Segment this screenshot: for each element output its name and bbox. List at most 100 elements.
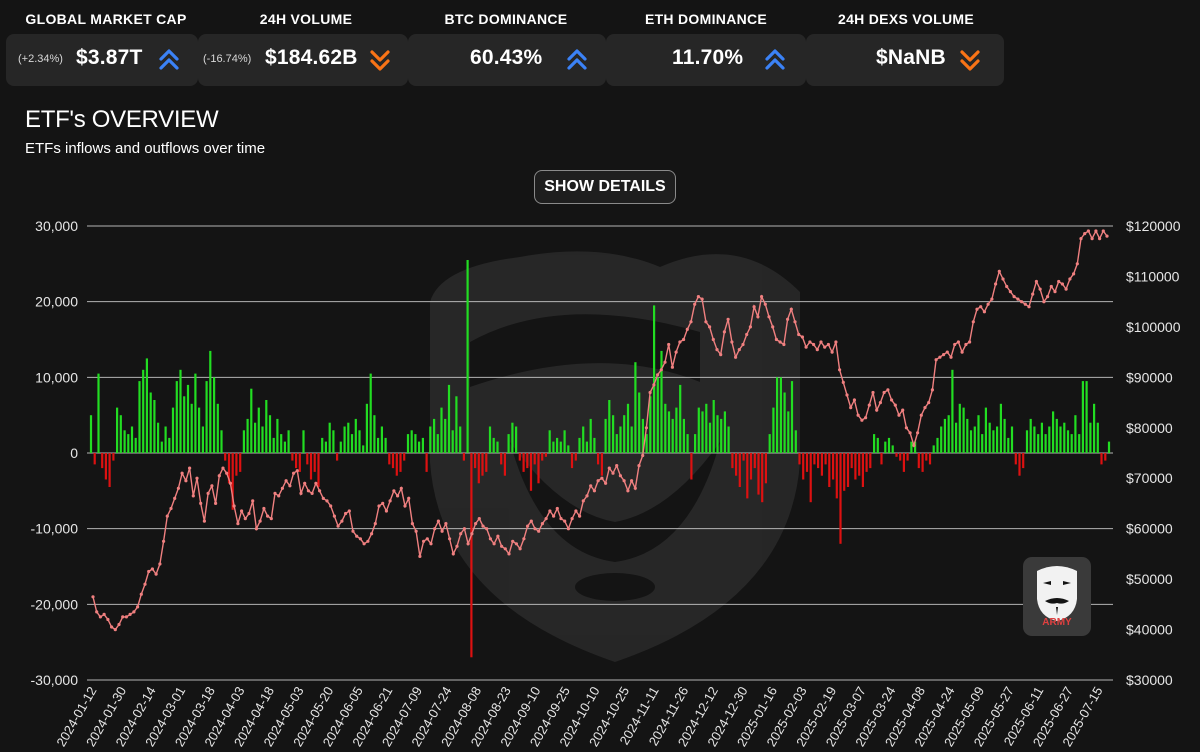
inflow-bar (433, 418, 436, 453)
outflow-bar (503, 453, 506, 476)
inflow-bar (794, 430, 797, 453)
price-point (960, 350, 964, 354)
right-tick-label: $110000 (1126, 268, 1180, 284)
inflow-bar (962, 407, 965, 453)
stat-card-eth-dominance[interactable]: 11.70% (606, 34, 806, 86)
price-point (552, 514, 556, 518)
inflow-bar (604, 418, 607, 453)
price-point (102, 612, 106, 616)
show-details-button[interactable]: SHOW DETAILS (534, 170, 676, 204)
inflow-bar (283, 441, 286, 453)
price-point (782, 342, 786, 347)
inflow-bar (1078, 434, 1081, 453)
price-point (292, 471, 296, 475)
stat-card-btc-dominance[interactable]: 60.43% (408, 34, 606, 86)
inflow-bar (1037, 434, 1040, 453)
outflow-bar (869, 453, 872, 469)
price-point (752, 305, 756, 309)
price-point (756, 315, 760, 319)
stat-card-volume[interactable]: (-16.74%) $184.62B (198, 34, 408, 86)
inflow-bar (377, 437, 380, 453)
price-point (355, 534, 359, 538)
inflow-bar (410, 430, 413, 453)
price-point (396, 494, 400, 498)
price-point (366, 539, 370, 543)
inflow-bar (679, 384, 682, 453)
price-point (767, 315, 771, 319)
double-chevron-up-icon (159, 49, 179, 70)
outflow-bar (761, 453, 764, 503)
inflow-bar (1066, 430, 1070, 453)
outflow-bar (537, 453, 540, 484)
price-point (448, 537, 452, 541)
price-point (470, 532, 474, 536)
price-point (474, 522, 478, 526)
inflow-bar (343, 426, 346, 453)
outflow-bar (224, 453, 227, 461)
inflow-bar (694, 434, 697, 453)
price-point (555, 506, 559, 511)
price-point (110, 625, 114, 629)
price-point (708, 325, 712, 329)
stats-bar: GLOBAL MARKET CAP 24H VOLUME BTC DOMINAN… (0, 0, 1200, 92)
price-point (938, 355, 942, 359)
price-point (526, 524, 530, 528)
price-point (849, 406, 853, 410)
price-point (845, 393, 849, 397)
army-badge-label: ARMY (1042, 617, 1072, 628)
outflow-bar (906, 453, 909, 461)
price-point (1075, 262, 1079, 266)
outflow-bar (742, 453, 745, 461)
outflow-bar (313, 453, 316, 472)
price-point (533, 527, 537, 531)
price-point (180, 471, 184, 475)
inflow-bar (653, 305, 656, 453)
price-point (741, 342, 745, 347)
price-point (622, 479, 626, 483)
inflow-bar (242, 430, 245, 453)
inflow-bar (947, 415, 950, 453)
stat-change: (-16.74%) (203, 53, 252, 65)
outflow-bar (485, 453, 488, 472)
inflow-bar (127, 434, 130, 453)
stat-card-market-cap[interactable]: (+2.34%) $3.87T (6, 34, 198, 86)
price-point (321, 496, 325, 500)
inflow-bar (134, 437, 137, 453)
stat-title-btc-dominance: BTC DOMINANCE (444, 11, 568, 27)
price-point (823, 345, 827, 349)
stat-card-dex-volume[interactable]: $NaNB (806, 34, 1004, 86)
price-point (611, 471, 615, 475)
inflow-bar (563, 430, 566, 453)
inflow-bar (660, 350, 663, 453)
price-point (288, 484, 292, 488)
inflow-bar (1063, 422, 1066, 453)
price-point (150, 567, 154, 571)
price-point (1049, 284, 1053, 289)
inflow-bar (261, 426, 264, 453)
price-point (570, 517, 574, 521)
price-point (459, 532, 463, 536)
inflow-bar (496, 441, 499, 453)
price-point (362, 542, 366, 546)
inflow-bar (507, 434, 510, 453)
outflow-bar (735, 453, 738, 476)
stat-value: $NaNB (876, 46, 946, 69)
inflow-bar (645, 434, 648, 453)
inflow-bar (194, 373, 197, 453)
outflow-bar (802, 453, 805, 480)
outflow-bar (526, 453, 529, 469)
price-point (916, 431, 920, 435)
outflow-bar (865, 453, 868, 472)
inflow-bar (373, 415, 376, 453)
price-point (511, 539, 515, 543)
inflow-bar (119, 415, 122, 453)
price-point (574, 509, 578, 513)
inflow-bar (708, 422, 712, 453)
inflow-bar (589, 418, 592, 453)
outflow-bar (1022, 453, 1025, 469)
price-point (726, 317, 730, 321)
double-chevron-up-icon (567, 49, 587, 70)
price-point (318, 489, 322, 493)
price-point (373, 522, 377, 526)
price-point (871, 390, 875, 395)
